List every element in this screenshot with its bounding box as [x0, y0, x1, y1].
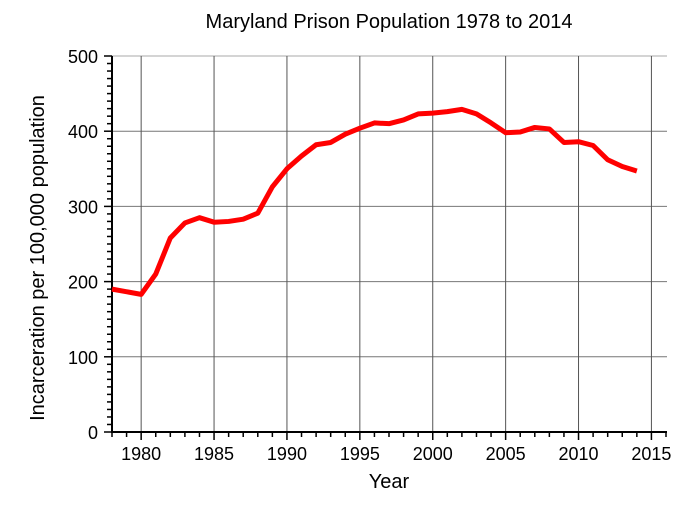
axes: 0 100 200 300 400 500 1980 1985 1990 1995 2000 2005…	[68, 47, 671, 464]
x-tick-label: 2015	[631, 444, 671, 464]
y-tick-label: 500	[68, 47, 98, 67]
x-tick-label: 1980	[121, 444, 161, 464]
x-tick-label: 2005	[486, 444, 526, 464]
x-tick-label: 1985	[194, 444, 234, 464]
x-tick-label: 1990	[267, 444, 307, 464]
x-tick-label: 2010	[559, 444, 599, 464]
x-tick-label: 2000	[413, 444, 453, 464]
x-tick-label: 1995	[340, 444, 380, 464]
chart-title: Maryland Prison Population 1978 to 2014	[206, 11, 573, 33]
y-tick-label: 400	[68, 122, 98, 142]
x-axis-label: Year	[369, 471, 410, 493]
y-tick-label: 300	[68, 197, 98, 217]
series-line	[112, 109, 637, 294]
y-tick-label: 100	[68, 348, 98, 368]
y-tick-label: 200	[68, 273, 98, 293]
grid	[112, 56, 667, 432]
series	[112, 109, 637, 294]
y-tick-label: 0	[88, 423, 98, 443]
y-axis-label: Incarceration per 100,000 population	[27, 95, 49, 421]
